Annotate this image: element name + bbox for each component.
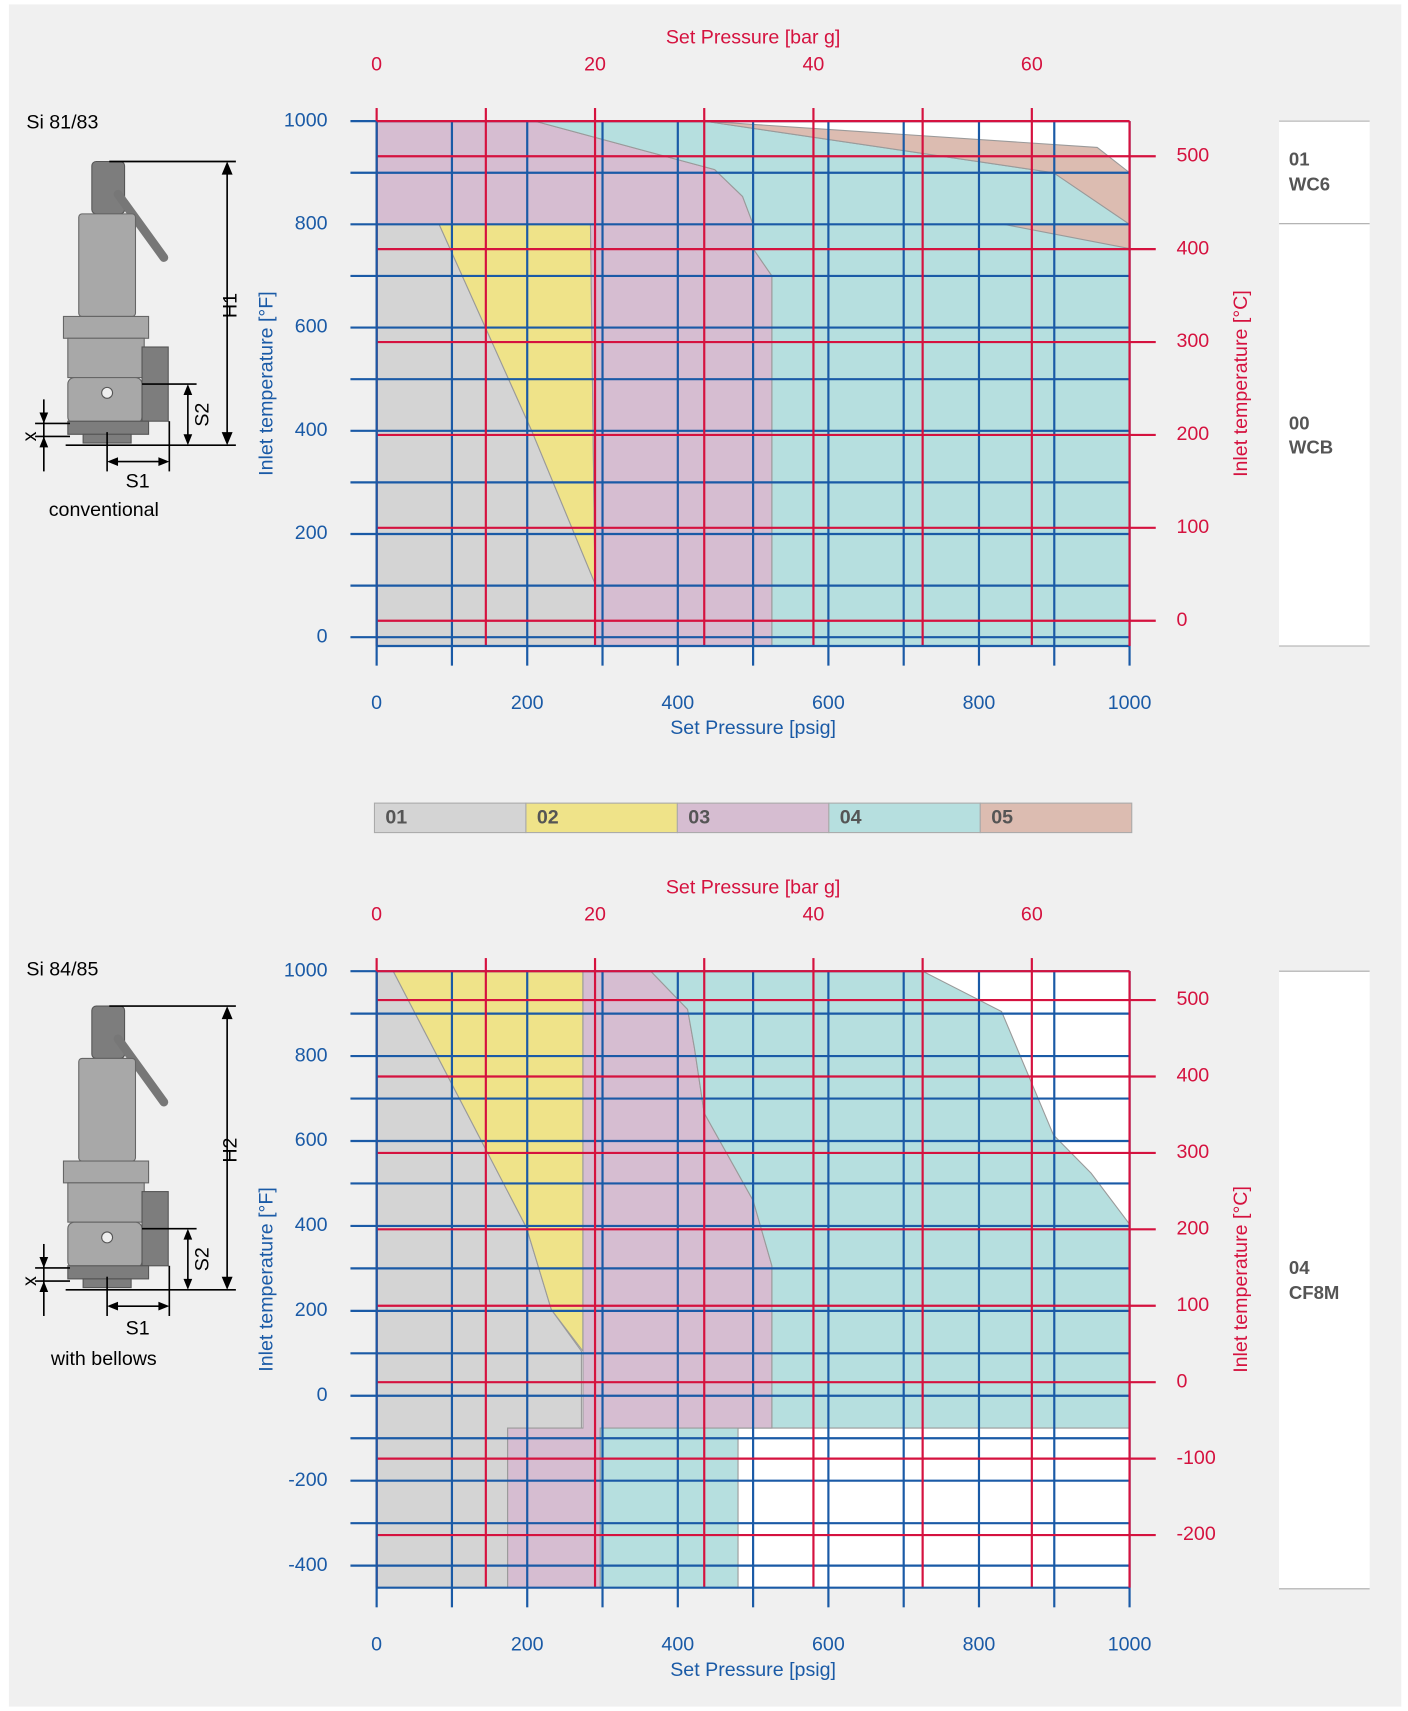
valve-type: with bellows: [50, 1348, 157, 1370]
x-tick-label: 0: [371, 692, 382, 714]
x-tick-label: 1000: [1108, 692, 1152, 714]
y2-tick-label: 500: [1176, 144, 1209, 166]
y2-tick-label: 0: [1176, 1370, 1187, 1392]
x-tick-label: 600: [812, 1634, 845, 1656]
y2-tick-label: -100: [1176, 1447, 1215, 1469]
x2-tick-label: 0: [371, 904, 382, 926]
y-axis-title: Inlet temperature [°F]: [256, 291, 278, 476]
dim-label: S2: [191, 1247, 213, 1271]
valve-model: Si 84/85: [26, 958, 98, 980]
y2-tick-label: 0: [1176, 609, 1187, 631]
valve-model: Si 81/83: [26, 111, 98, 133]
y-tick-label: -200: [288, 1469, 327, 1491]
legend-swatch: [979, 802, 1133, 834]
y2-tick-label: 200: [1176, 423, 1209, 445]
y-tick-label: 0: [317, 625, 328, 647]
dim-label: S2: [191, 403, 213, 427]
x2-tick-label: 0: [371, 54, 382, 76]
material-code: 04: [1289, 1257, 1310, 1278]
y-axis-title: Inlet temperature [°F]: [256, 1187, 278, 1372]
x2-axis-title: Set Pressure [bar g]: [666, 26, 841, 48]
x-tick-label: 200: [511, 692, 544, 714]
x2-tick-label: 60: [1021, 904, 1043, 926]
legend-label: 02: [537, 807, 559, 829]
x-tick-label: 400: [661, 1634, 694, 1656]
dim-label: x: [19, 1276, 41, 1286]
valve-type: conventional: [49, 499, 159, 521]
dim-label: S1: [126, 470, 150, 492]
y-tick-label: 400: [295, 419, 328, 441]
y2-tick-label: 100: [1176, 1294, 1209, 1316]
y2-tick-label: 300: [1176, 1141, 1209, 1163]
y2-tick-label: -200: [1176, 1523, 1215, 1545]
y2-axis-title: Inlet temperature [°C]: [1230, 290, 1252, 477]
material-panel: [1279, 121, 1370, 646]
x-tick-label: 0: [371, 1634, 382, 1656]
y-tick-label: 0: [317, 1384, 328, 1406]
x2-tick-label: 60: [1021, 54, 1043, 76]
x-tick-label: 600: [812, 692, 845, 714]
x-axis-title: Set Pressure [psig]: [670, 1659, 836, 1681]
x2-tick-label: 40: [803, 54, 825, 76]
material-name: WC6: [1289, 173, 1330, 194]
y-tick-label: 200: [295, 1299, 328, 1321]
y-tick-label: -400: [288, 1554, 327, 1576]
y-tick-label: 600: [295, 1129, 328, 1151]
material-code: 00: [1289, 412, 1310, 433]
dim-label: H2: [220, 1138, 242, 1163]
x-tick-label: 1000: [1108, 1634, 1152, 1656]
y2-axis-title: Inlet temperature [°C]: [1230, 1186, 1252, 1373]
y2-tick-label: 300: [1176, 330, 1209, 352]
x2-tick-label: 40: [803, 904, 825, 926]
material-code: 01: [1289, 148, 1310, 169]
y-tick-label: 800: [295, 1044, 328, 1066]
y-tick-label: 200: [295, 522, 328, 544]
dim-label: x: [19, 431, 41, 441]
x-tick-label: 800: [963, 692, 996, 714]
y-tick-label: 1000: [284, 959, 328, 981]
x2-axis-title: Set Pressure [bar g]: [666, 876, 841, 898]
y-tick-label: 400: [295, 1214, 328, 1236]
y-tick-label: 600: [295, 316, 328, 338]
y2-tick-label: 400: [1176, 1065, 1209, 1087]
legend-label: 04: [840, 807, 862, 829]
y2-tick-label: 500: [1176, 988, 1209, 1010]
x-tick-label: 200: [511, 1634, 544, 1656]
legend-label: 03: [688, 807, 710, 829]
material-panel: [1279, 971, 1370, 1589]
x-tick-label: 800: [963, 1634, 996, 1656]
legend-label: 05: [991, 807, 1013, 829]
x-tick-label: 400: [661, 692, 694, 714]
material-name: CF8M: [1289, 1282, 1340, 1303]
legend-swatch: [828, 802, 981, 834]
x2-tick-label: 20: [584, 904, 606, 926]
x2-tick-label: 20: [584, 54, 606, 76]
y2-tick-label: 400: [1176, 237, 1209, 259]
legend-swatch: [676, 802, 830, 834]
y2-tick-label: 200: [1176, 1218, 1209, 1240]
dim-label: S1: [126, 1317, 150, 1339]
legend-label: 01: [385, 807, 407, 829]
dim-label: H1: [220, 293, 242, 318]
y2-tick-label: 100: [1176, 516, 1209, 538]
material-name: WCB: [1289, 436, 1333, 457]
y-tick-label: 1000: [284, 109, 328, 131]
y-tick-label: 800: [295, 213, 328, 235]
x-axis-title: Set Pressure [psig]: [670, 717, 836, 739]
